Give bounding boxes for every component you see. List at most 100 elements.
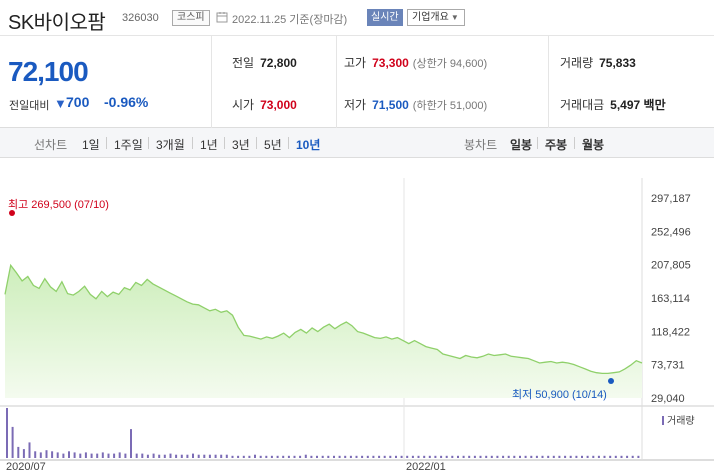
price-chart[interactable]: 297,187 252,496 207,805 163,114 118,422 73,73… <box>0 158 714 476</box>
volume-bar <box>445 455 448 458</box>
volume-bar <box>349 455 352 458</box>
volume-bar <box>400 455 403 458</box>
volume-bar <box>586 455 589 458</box>
volume-bar <box>620 455 623 458</box>
company-overview-button[interactable]: 기업개요 ▼ <box>407 9 465 26</box>
volume-legend: 거래량 <box>667 415 695 427</box>
stock-header: SK바이오팜 326030 코스피 2022.11.25 기준(장마감) 실시간… <box>0 0 714 36</box>
volume-bar <box>62 453 65 458</box>
high-value: 73,300 <box>372 56 409 70</box>
volume-bar <box>333 455 335 458</box>
volume-bar <box>344 455 347 458</box>
volume-bar <box>417 455 420 458</box>
calendar-icon <box>216 12 228 23</box>
volume-bar <box>124 453 127 458</box>
volume-bar <box>107 453 110 458</box>
candle-chart-label: 봉차트 <box>464 138 498 152</box>
separator <box>288 137 289 149</box>
candle-weekly[interactable]: 주봉 <box>545 138 568 152</box>
period-5y[interactable]: 5년 <box>264 138 282 152</box>
volume-bar <box>248 455 251 458</box>
line-chart-label: 선차트 <box>34 138 68 152</box>
volume-bar <box>45 450 48 458</box>
volume-bar <box>321 455 324 458</box>
volume-bar <box>180 454 183 458</box>
chevron-down-icon: ▼ <box>450 13 459 22</box>
volume-bar <box>163 454 166 458</box>
period-1w[interactable]: 1주일 <box>114 138 143 152</box>
lower-limit: (하한가 51,000) <box>412 100 488 112</box>
chart-grid <box>0 178 714 461</box>
volume-bar <box>507 455 510 458</box>
volume-bar <box>310 455 313 458</box>
high-label: 고가 <box>344 56 367 70</box>
volume-bar <box>28 442 31 458</box>
volume-bar <box>490 455 493 458</box>
stock-name[interactable]: SK바이오팜 <box>8 12 106 34</box>
volume-bar <box>541 455 544 458</box>
volume-bar <box>152 453 155 458</box>
volume-bar <box>304 454 307 458</box>
volume-bar <box>118 452 121 458</box>
open-label: 시가 <box>232 98 255 112</box>
volume-bar <box>366 455 369 458</box>
volume-bar <box>423 455 426 458</box>
volume-bar <box>569 455 572 458</box>
open-value: 73,000 <box>260 98 297 112</box>
period-3m[interactable]: 3개월 <box>156 138 185 152</box>
volume-bar <box>502 455 505 458</box>
realtime-button[interactable]: 실시간 <box>367 9 403 26</box>
volume-bar <box>276 455 279 458</box>
volume-bar <box>411 455 414 458</box>
prev-value: 72,800 <box>260 56 297 70</box>
volume-bar <box>101 452 104 458</box>
volume-bar <box>242 455 245 458</box>
separator <box>148 137 149 149</box>
volume-bar <box>496 455 499 458</box>
diff-label: 전일대비 <box>9 100 50 112</box>
volume-bar <box>22 449 25 458</box>
diff-value: 700 <box>66 94 90 110</box>
volume-bars: 거래량 <box>6 408 695 458</box>
volume-bar <box>547 455 550 458</box>
period-1y[interactable]: 1년 <box>200 138 218 152</box>
high-marker <box>9 210 15 216</box>
market-badge: 코스피 <box>172 10 210 26</box>
volume-bar <box>626 455 629 458</box>
period-3y[interactable]: 3년 <box>232 138 250 152</box>
volume-bar <box>231 455 234 458</box>
volume-bar <box>79 453 82 458</box>
y-tick-label: 118,422 <box>651 326 690 338</box>
y-tick-label: 207,805 <box>651 260 691 272</box>
candle-monthly[interactable]: 월봉 <box>582 138 605 152</box>
volume-bar <box>208 454 211 458</box>
volume-bar <box>338 455 341 458</box>
volume-bar <box>11 426 14 458</box>
x-tick-label: 2020/07 <box>6 461 46 473</box>
volume-bar <box>113 453 116 458</box>
volume-bar <box>603 455 606 458</box>
volume-bar <box>96 453 99 458</box>
candle-daily[interactable]: 일봉 <box>510 138 533 152</box>
period-10y[interactable]: 10년 <box>296 138 321 152</box>
volume-legend-swatch <box>662 416 664 425</box>
upper-limit: (상한가 94,600) <box>412 58 488 70</box>
volume-bar <box>68 451 70 458</box>
volume-bar <box>327 455 330 458</box>
volume-bar <box>73 452 76 458</box>
x-tick-label: 2022/01 <box>406 461 446 473</box>
low-price: 저가 71,500 (하한가 51,000) <box>344 96 487 113</box>
open-price: 시가 73,000 <box>232 96 297 113</box>
volume-bar <box>519 455 521 458</box>
down-arrow-icon: ▼ <box>54 96 67 111</box>
x-axis-labels: 2020/07 2022/01 <box>6 461 446 473</box>
volume-bar <box>597 455 600 458</box>
low-label: 저가 <box>344 98 367 112</box>
date-text: 2022.11.25 기준(장마감) <box>232 14 348 26</box>
volume-bar <box>631 455 634 458</box>
volume-bar <box>468 455 471 458</box>
volume-bar <box>440 455 443 458</box>
volume-bar <box>513 455 516 458</box>
period-1d[interactable]: 1일 <box>82 138 100 152</box>
prev-label: 전일 <box>232 56 255 70</box>
